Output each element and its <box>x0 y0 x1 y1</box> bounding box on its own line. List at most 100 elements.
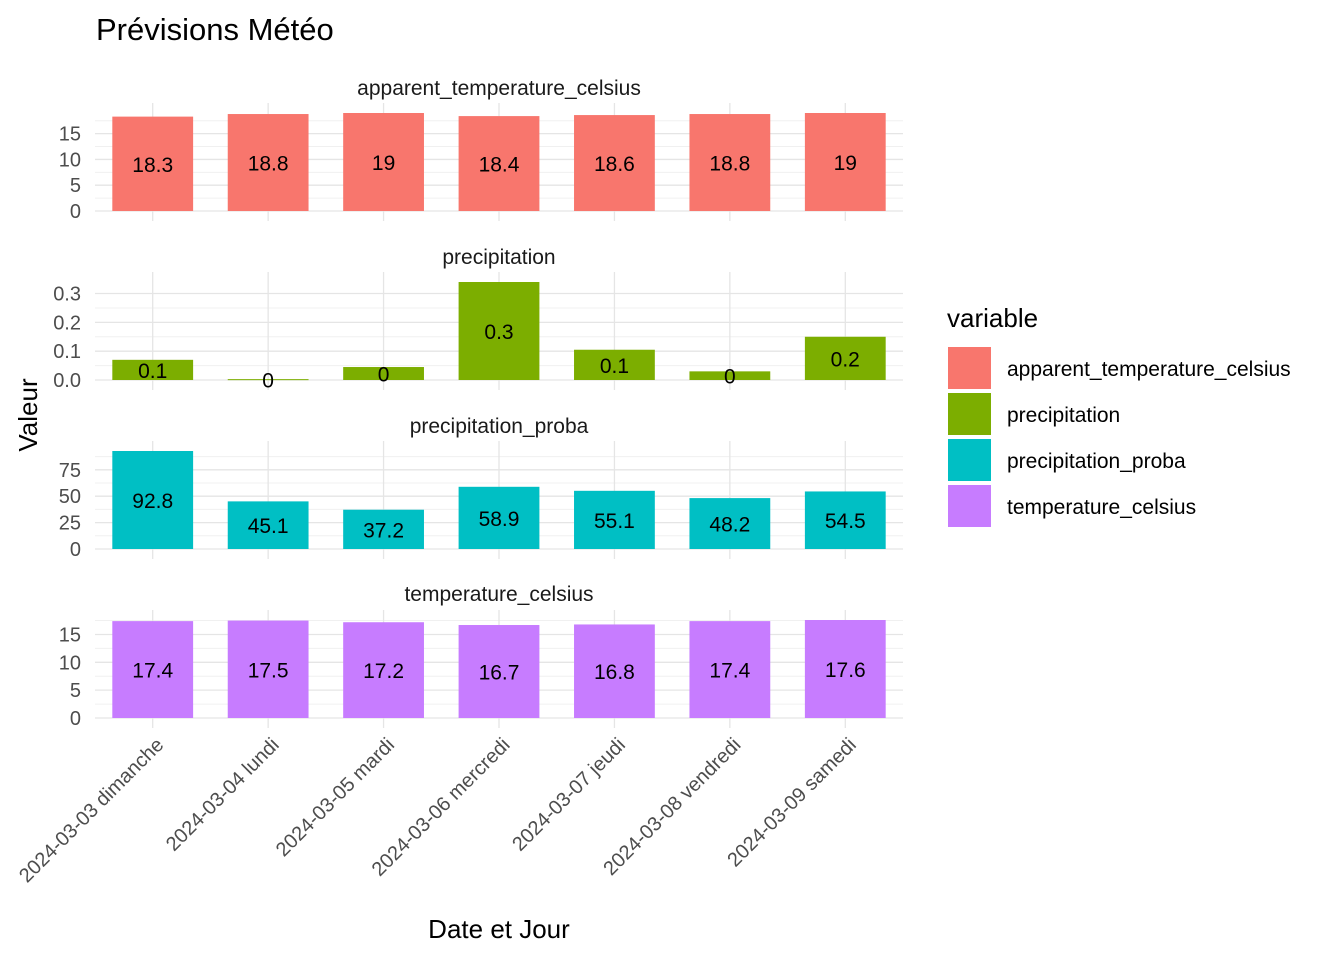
y-tick-label: 0.1 <box>53 341 81 363</box>
y-axis-label: Valeur <box>13 378 43 452</box>
bar-value-label: 58.9 <box>479 508 520 531</box>
legend: variable apparent_temperature_celsiuspre… <box>947 303 1291 527</box>
legend-key-precipitation <box>948 393 991 435</box>
y-tick-label: 15 <box>59 624 81 646</box>
bar-value-label: 17.5 <box>248 659 289 682</box>
bar-precipitation <box>458 282 540 380</box>
panel-strip-label: temperature_celsius <box>404 583 593 606</box>
bar-apparent_temperature_celsius <box>689 114 771 211</box>
bar-value-label: 18.6 <box>594 153 635 176</box>
bar-precipitation <box>112 359 194 380</box>
bar-value-label: 0 <box>724 366 736 389</box>
chart-title: Prévisions Météo <box>96 12 334 47</box>
legend-key-apparent_temperature_celsius <box>948 347 991 389</box>
bar-apparent_temperature_celsius <box>458 116 540 211</box>
bar-value-label: 17.4 <box>132 660 173 683</box>
bar-value-label: 37.2 <box>363 519 404 542</box>
bar-value-label: 18.4 <box>479 154 520 177</box>
legend-label: temperature_celsius <box>1007 496 1196 519</box>
y-tick-label: 75 <box>59 460 81 482</box>
bar-value-label: 16.7 <box>479 662 520 685</box>
x-tick-label: 2024-03-03 dimanche <box>15 734 168 887</box>
y-tick-label: 0 <box>70 539 81 561</box>
bar-precipitation_proba <box>112 451 194 549</box>
y-tick-label: 0.3 <box>53 284 81 306</box>
bar-value-label: 0.3 <box>484 321 513 344</box>
x-tick-label: 2024-03-05 mardi <box>272 734 399 861</box>
bar-value-label: 54.5 <box>825 510 866 533</box>
chart-panels: apparent_temperature_celsius 0 5 10 15 18.3 18… <box>53 77 903 730</box>
bar-precipitation_proba <box>804 491 886 549</box>
x-tick-label: 2024-03-04 lundi <box>162 734 284 856</box>
bar-precipitation <box>574 349 655 380</box>
bar-apparent_temperature_celsius <box>574 115 655 211</box>
y-tick-label: 15 <box>59 124 81 146</box>
y-tick-label: 10 <box>59 652 81 674</box>
bar-value-label: 17.6 <box>825 659 866 682</box>
bar-precipitation_proba <box>689 498 771 549</box>
bar-value-label: 18.8 <box>709 153 750 176</box>
bar-value-label: 19 <box>834 152 857 175</box>
y-tick-label: 0.0 <box>53 370 81 392</box>
bar-value-label: 17.2 <box>363 660 404 683</box>
bar-value-label: 45.1 <box>248 515 289 538</box>
legend-label: precipitation <box>1007 404 1120 427</box>
bar-value-label: 0 <box>262 370 274 393</box>
bar-value-label: 55.1 <box>594 510 635 533</box>
x-tick-label: 2024-03-09 samedi <box>723 734 860 871</box>
bar-precipitation <box>227 379 309 381</box>
bar-temperature_celsius <box>343 622 424 718</box>
legend-label: precipitation_proba <box>1007 450 1186 473</box>
legend-key-precipitation_proba <box>948 439 991 481</box>
bar-precipitation_proba <box>227 501 309 549</box>
bar-temperature_celsius <box>112 621 194 718</box>
bar-value-label: 16.8 <box>594 661 635 684</box>
bar-precipitation_proba <box>574 490 655 549</box>
y-tick-label: 0 <box>70 201 81 223</box>
bar-temperature_celsius <box>804 620 886 718</box>
bar-apparent_temperature_celsius <box>343 113 424 211</box>
bar-apparent_temperature_celsius <box>227 114 309 211</box>
bar-temperature_celsius <box>458 625 540 718</box>
bar-precipitation <box>689 371 771 380</box>
bar-value-label: 0.2 <box>831 348 860 371</box>
y-tick-label: 0.2 <box>53 312 81 334</box>
bar-precipitation_proba <box>343 509 424 549</box>
y-tick-label: 5 <box>70 175 81 197</box>
y-tick-label: 50 <box>59 486 81 508</box>
x-tick-label: 2024-03-07 jeudi <box>508 734 630 856</box>
y-tick-label: 10 <box>59 149 81 171</box>
bar-apparent_temperature_celsius <box>112 116 194 211</box>
y-tick-label: 0 <box>70 708 81 730</box>
bar-apparent_temperature_celsius <box>804 113 886 211</box>
bar-precipitation <box>343 367 424 380</box>
bar-value-label: 19 <box>372 152 395 175</box>
panel-strip-label: apparent_temperature_celsius <box>357 77 641 100</box>
panel-precipitation: precipitation 0.0 0.1 0.2 0.3 0.1 0 0 0.3 0.1 0 0.2 <box>53 246 903 393</box>
bar-temperature_celsius <box>574 624 655 718</box>
panel-strip-label: precipitation_proba <box>410 415 589 438</box>
bar-precipitation_proba <box>458 486 540 549</box>
y-tick-label: 5 <box>70 680 81 702</box>
legend-title: variable <box>947 303 1038 333</box>
legend-label: apparent_temperature_celsius <box>1007 358 1291 381</box>
bar-precipitation <box>804 336 886 380</box>
panel-strip-label: precipitation <box>442 246 555 269</box>
bar-value-label: 92.8 <box>132 490 173 513</box>
legend-key-temperature_celsius <box>948 485 991 527</box>
panel-apparent_temperature_celsius: apparent_temperature_celsius 0 5 10 15 18.3 18… <box>59 77 903 223</box>
panel-temperature_celsius: temperature_celsius 0 5 10 15 17.4 17.5 17.2 16.… <box>59 583 903 730</box>
bar-value-label: 18.8 <box>248 153 289 176</box>
bar-value-label: 17.4 <box>709 660 750 683</box>
bar-value-label: 18.3 <box>132 154 173 177</box>
bar-value-label: 0 <box>378 364 390 387</box>
bar-value-label: 48.2 <box>709 514 750 537</box>
y-tick-label: 25 <box>59 513 81 535</box>
bar-value-label: 0.1 <box>600 355 629 378</box>
panel-precipitation_proba: precipitation_proba 0 25 50 75 92.8 45.1 37.2 58… <box>59 415 903 561</box>
bar-temperature_celsius <box>227 620 309 718</box>
x-axis-label: Date et Jour <box>428 914 570 944</box>
bar-temperature_celsius <box>689 621 771 718</box>
